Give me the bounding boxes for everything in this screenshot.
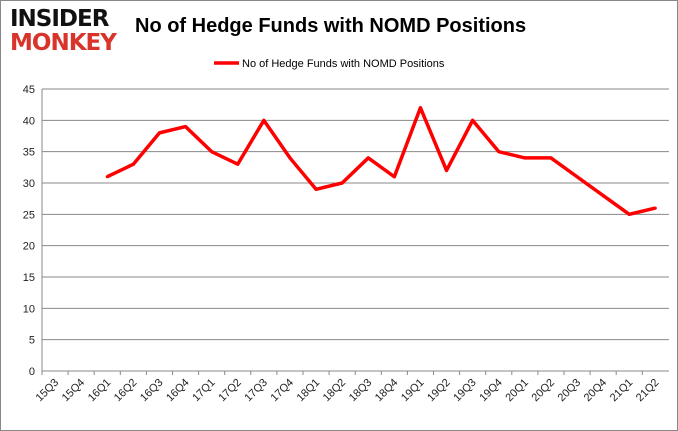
data-point xyxy=(131,162,135,166)
data-point xyxy=(523,156,527,160)
data-point xyxy=(392,175,396,179)
y-tick-label: 20 xyxy=(23,241,35,253)
y-tick-label: 25 xyxy=(23,209,35,221)
x-tick-label: 16Q3 xyxy=(138,377,166,405)
data-point xyxy=(157,131,161,135)
logo-line1: INSIDER xyxy=(10,6,109,32)
data-point xyxy=(366,156,370,160)
y-tick-label: 15 xyxy=(23,272,35,284)
x-tick-label: 20Q3 xyxy=(556,377,584,405)
x-tick-label: 21Q1 xyxy=(608,377,636,405)
y-tick-label: 5 xyxy=(29,335,35,347)
x-tick-label: 18Q3 xyxy=(347,377,375,405)
y-tick-label: 0 xyxy=(29,366,35,378)
data-point xyxy=(497,150,501,154)
x-tick-label: 20Q2 xyxy=(530,377,558,405)
x-tick-label: 16Q2 xyxy=(112,377,140,405)
y-tick-label: 35 xyxy=(23,147,35,159)
x-tick-label: 15Q3 xyxy=(34,377,62,405)
data-point xyxy=(601,194,605,198)
logo-line2: MONKEY xyxy=(10,30,117,56)
x-tick-label: 19Q1 xyxy=(399,377,427,405)
x-tick-label: 15Q4 xyxy=(60,377,88,405)
legend-label: No of Hedge Funds with NOMD Positions xyxy=(242,58,445,70)
x-tick-label: 17Q3 xyxy=(242,377,270,405)
data-point xyxy=(105,175,109,179)
x-tick-label: 18Q1 xyxy=(295,377,323,405)
data-point xyxy=(236,162,240,166)
x-tick-label: 17Q2 xyxy=(216,377,244,405)
x-tick-label: 16Q1 xyxy=(86,377,114,405)
series-line xyxy=(106,106,656,217)
x-tick-label: 20Q4 xyxy=(582,377,610,405)
data-point xyxy=(288,156,292,160)
x-tick-label: 17Q4 xyxy=(269,377,297,405)
x-tick-label: 18Q2 xyxy=(321,377,349,405)
y-tick-label: 30 xyxy=(23,178,35,190)
x-tick-label: 16Q4 xyxy=(164,377,192,405)
x-tick-label: 20Q1 xyxy=(503,377,531,405)
data-point xyxy=(445,168,449,172)
data-point xyxy=(210,150,214,154)
data-point xyxy=(471,118,475,122)
data-point xyxy=(184,125,188,129)
data-point xyxy=(262,118,266,122)
data-point xyxy=(549,156,553,160)
y-tick-label: 40 xyxy=(23,115,35,127)
chart-title: No of Hedge Funds with NOMD Positions xyxy=(135,15,527,37)
y-tick-label: 10 xyxy=(23,303,35,315)
data-point xyxy=(653,206,657,210)
data-point xyxy=(340,181,344,185)
data-point xyxy=(575,175,579,179)
x-tick-label: 19Q3 xyxy=(451,377,479,405)
data-point xyxy=(418,106,422,110)
x-tick-label: 17Q1 xyxy=(190,377,218,405)
y-tick-label: 45 xyxy=(23,84,35,96)
x-tick-label: 21Q2 xyxy=(634,377,662,405)
data-point xyxy=(627,212,631,216)
data-point xyxy=(314,187,318,191)
x-tick-label: 18Q4 xyxy=(373,377,401,405)
x-tick-label: 19Q4 xyxy=(477,377,505,405)
x-tick-label: 19Q2 xyxy=(425,377,453,405)
insider-monkey-logo: INSIDER MONKEY xyxy=(10,6,117,56)
